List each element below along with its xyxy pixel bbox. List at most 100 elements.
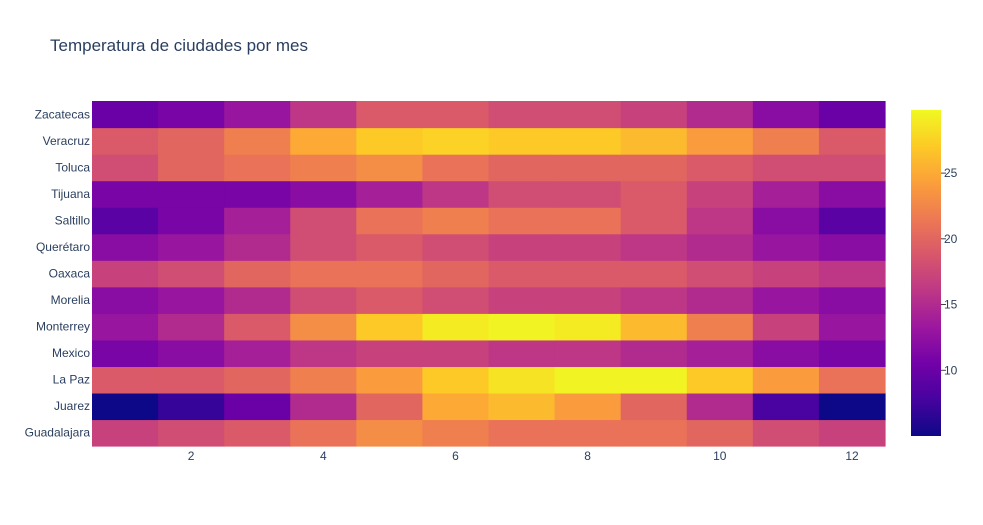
heatmap-cell	[290, 127, 357, 155]
heatmap-cell	[818, 339, 886, 367]
heatmap-cell	[554, 101, 622, 129]
heatmap-cell	[488, 233, 556, 261]
heatmap-cell	[752, 366, 820, 394]
colorbar-ticks: 10 15 20 25	[941, 166, 958, 377]
heatmap-cell	[92, 286, 159, 314]
heatmap-cell	[554, 180, 622, 208]
heatmap-cell	[92, 154, 159, 182]
heatmap-cell	[422, 339, 490, 367]
y-tick-label: Guadalajara	[25, 426, 91, 440]
colorbar-tick-label: 15	[944, 298, 958, 312]
heatmap-cell	[356, 260, 424, 288]
heatmap-cell	[686, 366, 754, 394]
heatmap-cell	[224, 419, 291, 447]
heatmap-cell	[752, 339, 820, 367]
heatmap-cell	[290, 419, 357, 447]
heatmap-cell	[752, 180, 820, 208]
heatmap-cell	[818, 207, 886, 235]
heatmap-cell	[422, 392, 490, 421]
heatmap-cell	[554, 392, 622, 421]
heatmap-cell	[158, 260, 225, 288]
heatmap-cell	[224, 154, 291, 182]
heatmap-cell	[620, 154, 688, 182]
heatmap-cell	[488, 313, 556, 341]
heatmap-cell	[620, 286, 688, 314]
heatmap-cell	[158, 180, 225, 208]
heatmap-cell	[818, 101, 886, 129]
heatmap-cell	[620, 101, 688, 129]
heatmap-cell	[752, 127, 820, 155]
y-tick-label: Morelia	[51, 293, 91, 307]
y-tick-label: Zacatecas	[35, 107, 90, 121]
x-axis-ticks: 2 4 6 8 10 12	[188, 449, 859, 463]
heatmap-cell	[92, 101, 159, 129]
heatmap-cell	[818, 233, 886, 261]
heatmap-cell	[686, 313, 754, 341]
heatmap-cell	[752, 313, 820, 341]
heatmap-cell	[422, 180, 490, 208]
heatmap-cell	[488, 154, 556, 182]
heatmap-cell	[290, 392, 357, 421]
heatmap-cell	[158, 154, 225, 182]
heatmap-cell	[488, 180, 556, 208]
y-tick-label: Toluca	[55, 160, 90, 174]
colorbar	[911, 110, 941, 436]
heatmap-cell	[752, 101, 820, 129]
heatmap-cell	[224, 180, 291, 208]
heatmap-cell	[488, 101, 556, 129]
heatmap-cell	[422, 233, 490, 261]
heatmap-cell	[356, 313, 424, 341]
heatmap-cell	[356, 101, 424, 129]
heatmap-cell	[422, 154, 490, 182]
heatmap-cell	[686, 260, 754, 288]
heatmap-cell	[818, 154, 886, 182]
heatmap-cell	[554, 207, 622, 235]
heatmap-cell	[752, 286, 820, 314]
heatmap-cell	[224, 286, 291, 314]
heatmap-cell	[92, 392, 159, 421]
heatmap-cell	[224, 339, 291, 367]
x-tick-label: 4	[320, 449, 327, 463]
heatmap-cell	[686, 419, 754, 447]
y-tick-label: Mexico	[52, 346, 90, 360]
chart-title: Temperatura de ciudades por mes	[50, 36, 308, 55]
heatmap-cell	[224, 127, 291, 155]
heatmap-cell	[488, 207, 556, 235]
heatmap-cell	[356, 207, 424, 235]
heatmap-cell	[818, 392, 886, 421]
heatmap-cell	[422, 207, 490, 235]
heatmap-cell	[290, 260, 357, 288]
y-tick-label: Saltillo	[55, 213, 91, 227]
heatmap-cell	[620, 392, 688, 421]
heatmap-cell	[356, 339, 424, 367]
heatmap-cell	[158, 233, 225, 261]
heatmap-cell	[92, 233, 159, 261]
heatmap-cell	[686, 154, 754, 182]
heatmap-cell	[818, 313, 886, 341]
heatmap-cell	[356, 286, 424, 314]
heatmap-cell	[290, 286, 357, 314]
heatmap-cell	[818, 127, 886, 155]
heatmap-cell	[554, 260, 622, 288]
heatmap-cell	[290, 207, 357, 235]
colorbar-tick-label: 10	[944, 363, 958, 377]
heatmap-cell	[290, 313, 357, 341]
heatmap-cell	[488, 392, 556, 421]
heatmap-cell	[290, 339, 357, 367]
heatmap-cell	[92, 207, 159, 235]
heatmap-cell	[422, 101, 490, 129]
heatmap-cell	[752, 392, 820, 421]
heatmap-cell	[224, 207, 291, 235]
heatmap-cells	[92, 101, 886, 447]
heatmap-cell	[686, 392, 754, 421]
heatmap-cell	[752, 233, 820, 261]
heatmap-cell	[752, 260, 820, 288]
heatmap-cell	[356, 154, 424, 182]
heatmap-cell	[488, 339, 556, 367]
x-tick-label: 6	[452, 449, 459, 463]
heatmap-cell	[290, 101, 357, 129]
heatmap-cell	[422, 366, 490, 394]
heatmap-cell	[620, 260, 688, 288]
heatmap-cell	[818, 260, 886, 288]
